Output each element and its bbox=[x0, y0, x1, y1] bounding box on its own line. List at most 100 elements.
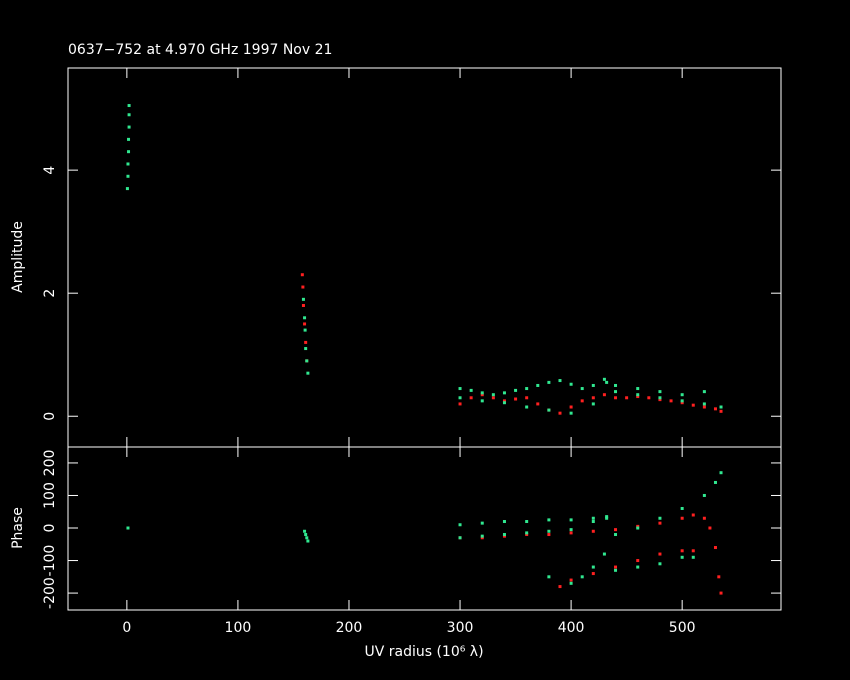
data-point bbox=[636, 559, 640, 563]
data-point bbox=[127, 104, 131, 108]
data-point bbox=[602, 552, 606, 556]
data-point bbox=[614, 383, 618, 387]
data-point bbox=[658, 516, 662, 520]
data-point bbox=[125, 187, 129, 191]
data-point bbox=[547, 575, 551, 579]
x-tick-label: 100 bbox=[225, 620, 252, 636]
data-point bbox=[569, 531, 573, 535]
data-point bbox=[300, 273, 304, 277]
data-point bbox=[691, 513, 695, 517]
data-point bbox=[680, 401, 684, 405]
data-point bbox=[669, 399, 673, 403]
data-point bbox=[547, 529, 551, 533]
data-point bbox=[558, 585, 562, 589]
data-point bbox=[680, 555, 684, 559]
data-point bbox=[525, 531, 529, 535]
data-point bbox=[636, 387, 640, 391]
data-point bbox=[480, 534, 484, 538]
data-point bbox=[303, 529, 307, 533]
y-tick-label: 100 bbox=[42, 482, 58, 509]
data-point bbox=[558, 411, 562, 415]
data-point bbox=[301, 303, 305, 307]
data-point bbox=[525, 520, 529, 524]
data-point bbox=[647, 396, 651, 400]
data-point bbox=[305, 359, 309, 363]
data-point bbox=[525, 533, 529, 537]
data-point bbox=[702, 390, 706, 394]
data-point bbox=[591, 520, 595, 524]
data-point bbox=[691, 555, 695, 559]
data-point bbox=[569, 578, 573, 582]
data-point bbox=[502, 520, 506, 524]
data-point bbox=[580, 399, 584, 403]
data-point bbox=[469, 396, 473, 400]
data-point bbox=[591, 565, 595, 569]
plot-frame bbox=[67, 446, 782, 611]
data-point bbox=[536, 402, 540, 406]
data-point bbox=[304, 340, 308, 344]
x-tick-label: 500 bbox=[669, 620, 696, 636]
data-point bbox=[304, 347, 308, 351]
data-point bbox=[480, 391, 484, 395]
data-point bbox=[303, 322, 307, 326]
data-point bbox=[680, 516, 684, 520]
data-point bbox=[306, 371, 310, 375]
data-point bbox=[458, 387, 462, 391]
data-point bbox=[502, 533, 506, 537]
x-axis-label: UV radius (10⁶ λ) bbox=[364, 644, 483, 660]
data-point bbox=[719, 409, 723, 413]
data-point bbox=[680, 549, 684, 553]
data-point bbox=[305, 536, 309, 540]
data-point bbox=[502, 534, 506, 538]
y-tick-label: 2 bbox=[42, 289, 58, 298]
data-point bbox=[713, 546, 717, 550]
data-point bbox=[691, 549, 695, 553]
y-tick-label: -100 bbox=[42, 545, 58, 577]
x-tick-label: 200 bbox=[336, 620, 363, 636]
data-point bbox=[636, 524, 640, 528]
y-tick-label: 4 bbox=[42, 166, 58, 175]
x-tick-label: 400 bbox=[558, 620, 585, 636]
data-point bbox=[547, 533, 551, 537]
data-point bbox=[569, 528, 573, 532]
y-tick-label: 0 bbox=[42, 412, 58, 421]
y-tick-label: 0 bbox=[42, 524, 58, 533]
data-point bbox=[502, 401, 506, 405]
data-point bbox=[458, 402, 462, 406]
data-point bbox=[614, 533, 618, 537]
data-point bbox=[614, 565, 618, 569]
data-point bbox=[502, 399, 506, 403]
data-point bbox=[658, 398, 662, 402]
data-point bbox=[580, 387, 584, 391]
data-point bbox=[469, 388, 473, 392]
data-point bbox=[301, 297, 305, 301]
data-point bbox=[636, 565, 640, 569]
data-point bbox=[605, 380, 609, 384]
y-tick-label: -200 bbox=[42, 577, 58, 609]
y-axis-label: Amplitude bbox=[10, 221, 26, 293]
data-point bbox=[558, 379, 562, 383]
data-point bbox=[614, 528, 618, 532]
data-point bbox=[602, 393, 606, 397]
data-point bbox=[502, 391, 506, 395]
data-point bbox=[658, 390, 662, 394]
data-point bbox=[636, 395, 640, 399]
data-point bbox=[580, 575, 584, 579]
data-point bbox=[636, 526, 640, 530]
data-point bbox=[514, 388, 518, 392]
data-point bbox=[514, 397, 518, 401]
data-point bbox=[525, 396, 529, 400]
data-point bbox=[127, 137, 131, 141]
data-point bbox=[680, 399, 684, 403]
chart-title: 0637−752 at 4.970 GHz 1997 Nov 21 bbox=[68, 42, 332, 58]
data-point bbox=[491, 393, 495, 397]
data-point bbox=[719, 591, 723, 595]
data-point bbox=[126, 174, 130, 178]
data-point bbox=[480, 399, 484, 403]
data-point bbox=[719, 471, 723, 475]
x-tick-label: 0 bbox=[122, 620, 131, 636]
data-point bbox=[719, 405, 723, 409]
data-point bbox=[301, 285, 305, 289]
